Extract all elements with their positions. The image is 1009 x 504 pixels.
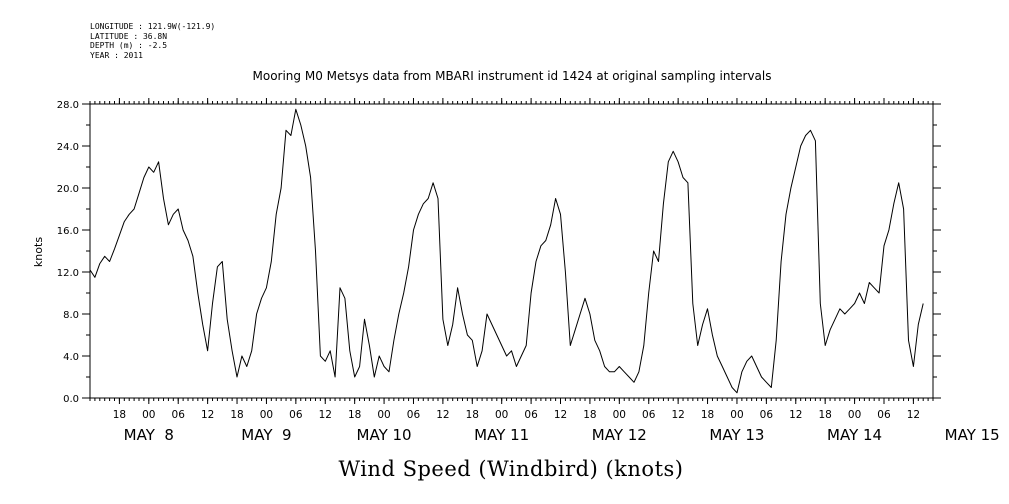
x-day-tick-label: MAY 12	[592, 426, 647, 444]
x-day-tick-label: MAY 8	[124, 426, 174, 444]
x-hour-tick-label: 12	[907, 409, 920, 421]
latitude-line: LATITUDE : 36.8N	[90, 31, 168, 41]
x-hour-tick-label: 00	[848, 409, 861, 421]
y-tick-label: 20.0	[57, 184, 79, 195]
x-hour-tick-label: 06	[172, 409, 186, 421]
y-tick-label: 12.0	[57, 268, 79, 279]
x-hour-tick-label: 12	[671, 409, 684, 421]
x-day-tick-label: MAY 14	[827, 426, 882, 444]
x-hour-tick-label: 06	[642, 409, 656, 421]
x-hour-tick-label: 12	[319, 409, 332, 421]
x-hour-tick-label: 18	[113, 409, 126, 421]
chart-title: Mooring M0 Metsys data from MBARI instru…	[253, 69, 772, 83]
station-metadata: LONGITUDE : 121.9W(-121.9) LATITUDE : 36…	[90, 22, 215, 60]
y-tick-label: 28.0	[57, 100, 79, 111]
x-hour-tick-label: 00	[495, 409, 508, 421]
y-tick-label: 24.0	[57, 142, 79, 153]
x-hour-tick-label: 12	[554, 409, 567, 421]
x-axis: 18 00 06 12 18 00 06 12 18 00 06 12 18 00 06 12 18 00 06 12…	[113, 98, 1000, 444]
plot-frame	[89, 103, 934, 399]
x-hour-tick-label: 06	[289, 409, 303, 421]
x-hour-tick-label: 12	[201, 409, 214, 421]
minor-ticks	[89, 101, 934, 401]
x-hour-tick-label: 18	[818, 409, 831, 421]
x-hour-tick-label: 06	[760, 409, 774, 421]
x-hour-tick-label: 18	[230, 409, 243, 421]
x-hour-tick-label: 06	[877, 409, 891, 421]
x-hour-tick-label: 00	[730, 409, 743, 421]
x-hour-tick-label: 18	[701, 409, 714, 421]
x-hour-tick-label: 00	[613, 409, 626, 421]
x-hour-tick-label: 18	[348, 409, 361, 421]
x-day-tick-label: MAY 11	[474, 426, 529, 444]
x-hour-tick-label: 00	[260, 409, 273, 421]
y-tick-label: 8.0	[63, 310, 79, 321]
x-hour-tick-label: 18	[583, 409, 596, 421]
y-tick-label: 4.0	[63, 352, 79, 363]
y-tick-label: 16.0	[57, 226, 79, 237]
year-line: YEAR : 2011	[90, 50, 143, 60]
y-axis-label: knots	[32, 237, 45, 267]
y-tick-label: 0.0	[63, 394, 79, 405]
x-day-tick-label: MAY 9	[241, 426, 291, 444]
x-axis-label: Wind Speed (Windbird) (knots)	[339, 457, 684, 481]
x-hour-tick-label: 12	[789, 409, 802, 421]
x-day-tick-label: MAY 10	[357, 426, 412, 444]
depth-line: DEPTH (m) : -2.5	[90, 41, 168, 50]
x-hour-tick-label: 18	[466, 409, 479, 421]
y-axis: 0.0 4.0 8.0 12.0 16.0 20.0 24.0 28.0	[57, 100, 941, 405]
x-hour-tick-label: 12	[436, 409, 449, 421]
x-hour-tick-label: 06	[524, 409, 538, 421]
longitude-line: LONGITUDE : 121.9W(-121.9)	[90, 22, 216, 31]
x-hour-tick-label: 06	[407, 409, 421, 421]
x-day-tick-label: MAY 15	[945, 426, 1000, 444]
x-day-tick-label: MAY 13	[709, 426, 764, 444]
x-hour-tick-label: 00	[377, 409, 390, 421]
x-hour-tick-label: 00	[142, 409, 155, 421]
series-line-wind-speed	[89, 108, 924, 394]
